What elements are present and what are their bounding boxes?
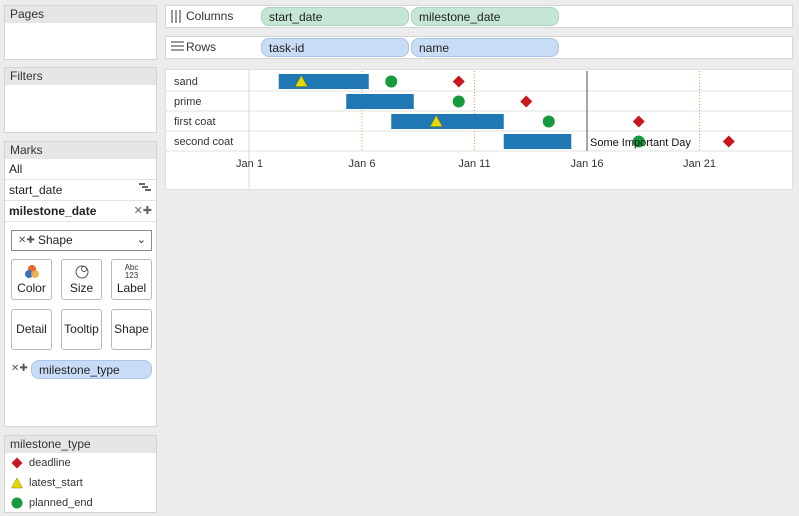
milestone-planned-end — [452, 95, 465, 108]
legend-label-deadline: deadline — [29, 457, 71, 469]
milestone-latest-start — [429, 114, 443, 127]
columns-pill-start-date-label: start_date — [269, 10, 323, 24]
gantt-view[interactable]: sand prime first coat second coat Some Impor… — [165, 69, 793, 190]
marks-all[interactable]: All — [5, 159, 156, 180]
milestone-type-pill-label: milestone_type — [39, 363, 120, 377]
size-button[interactable]: Size — [61, 259, 102, 300]
shape-marks-icon: ✕✚ — [11, 363, 28, 374]
chevron-down-icon: ⌄ — [136, 234, 146, 246]
row-label: sand — [174, 76, 198, 88]
columns-pill-milestone-date-label: milestone_date — [419, 10, 501, 24]
x-tick-label: Jan 1 — [236, 158, 263, 170]
color-button[interactable]: Color — [11, 259, 52, 300]
rows-shelf[interactable]: Rows task-id name — [165, 36, 793, 59]
gantt-bar — [391, 114, 504, 129]
legend-title: milestone_type — [5, 436, 156, 453]
x-tick-label: Jan 6 — [349, 158, 376, 170]
label-icon: Abc 123 — [112, 264, 151, 280]
rows-pill-task-id[interactable]: task-id — [261, 38, 409, 57]
tooltip-button[interactable]: Tooltip — [61, 309, 102, 350]
color-label: Color — [17, 281, 46, 295]
shape-button[interactable]: Shape — [111, 309, 152, 350]
rows-pill-name-label: name — [419, 41, 450, 55]
reference-line-label: Some Important Day — [590, 137, 691, 149]
gantt-bar — [503, 134, 572, 149]
color-icon — [12, 264, 51, 280]
rows-icon — [171, 41, 184, 51]
marks-title: Marks — [5, 142, 156, 159]
gantt-bar — [278, 74, 369, 89]
triangle-icon — [11, 477, 23, 489]
x-tick-label: Jan 11 — [458, 158, 490, 170]
gantt-bar — [346, 94, 414, 109]
size-icon — [62, 264, 101, 280]
row-label: first coat — [174, 116, 216, 128]
columns-pill-milestone-date[interactable]: milestone_date — [411, 7, 559, 26]
columns-shelf[interactable]: Columns start_date milestone_date — [165, 5, 793, 28]
gantt-bar-icon — [138, 180, 152, 200]
label-icon-123: 123 — [124, 271, 139, 280]
legend-card: milestone_type deadline latest_start pla… — [4, 435, 157, 513]
mark-type-select[interactable]: ✕✚ Shape ⌄ — [11, 230, 152, 251]
size-label: Size — [69, 281, 94, 295]
row-label: prime — [174, 96, 202, 108]
marks-milestone-date-label: milestone_date — [9, 204, 97, 218]
marks-all-label: All — [9, 162, 23, 176]
label-button[interactable]: Abc 123 Label — [111, 259, 152, 300]
milestone-deadline — [452, 75, 465, 88]
milestone-planned-end — [385, 75, 398, 88]
milestone-deadline — [520, 95, 533, 108]
marks-card: Marks All start_date milestone_date ✕✚ ✕… — [4, 141, 157, 427]
filters-title: Filters — [5, 68, 156, 85]
shape-label: Shape — [114, 322, 149, 336]
x-tick-label: Jan 16 — [570, 158, 603, 170]
detail-button[interactable]: Detail — [11, 309, 52, 350]
tooltip-label: Tooltip — [64, 322, 99, 336]
rows-label: Rows — [186, 40, 217, 54]
mark-type-value: Shape — [38, 233, 73, 247]
label-icon-abc: Abc — [124, 263, 139, 272]
columns-icon — [171, 10, 181, 23]
milestone-latest-start — [294, 74, 308, 87]
milestone-deadline — [722, 135, 735, 148]
marks-start-date-label: start_date — [9, 183, 63, 197]
circle-icon — [11, 497, 23, 509]
shape-marks-icon: ✕✚ — [18, 235, 35, 246]
label-label: Label — [116, 281, 147, 295]
milestone-type-pill[interactable]: milestone_type — [31, 360, 152, 379]
rows-pill-task-id-label: task-id — [269, 41, 305, 55]
x-tick-label: Jan 21 — [683, 158, 716, 170]
gantt-chart[interactable]: sand prime first coat second coat Some Impor… — [166, 70, 792, 189]
pages-title: Pages — [5, 6, 156, 23]
milestone-planned-end — [632, 135, 645, 148]
marks-start-date[interactable]: start_date — [5, 180, 156, 201]
columns-label: Columns — [186, 9, 234, 23]
pages-card: Pages — [4, 5, 157, 60]
row-label: second coat — [174, 136, 233, 148]
rows-pill-name[interactable]: name — [411, 38, 559, 57]
marks-milestone-date[interactable]: milestone_date ✕✚ — [5, 201, 156, 222]
columns-pill-start-date[interactable]: start_date — [261, 7, 409, 26]
detail-label: Detail — [16, 322, 47, 336]
legend-label-planned-end: planned_end — [29, 497, 93, 509]
shape-marks-icon: ✕✚ — [133, 205, 152, 217]
milestone-deadline — [632, 115, 645, 128]
filters-card: Filters — [4, 67, 157, 133]
milestone-planned-end — [542, 115, 555, 128]
legend-label-latest-start: latest_start — [29, 477, 83, 489]
diamond-icon — [11, 457, 23, 469]
